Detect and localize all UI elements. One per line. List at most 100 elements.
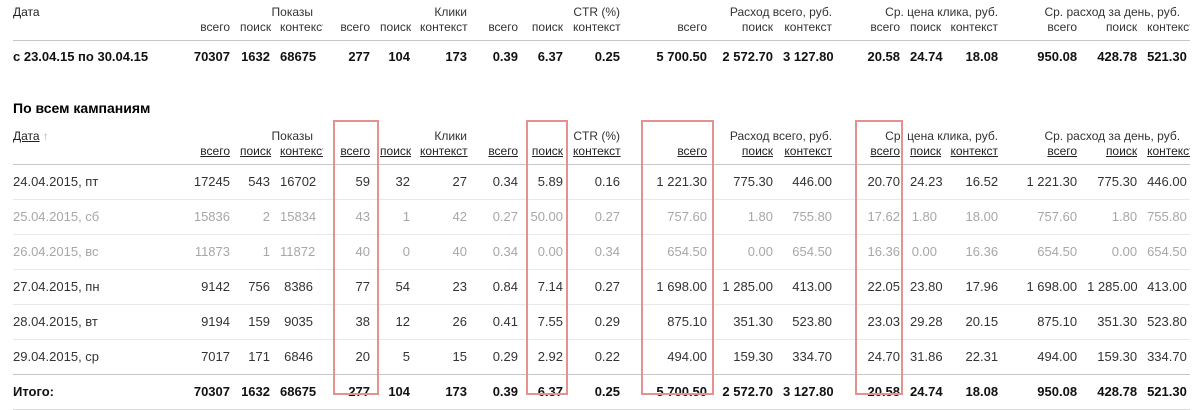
column-header-label: контекст: [950, 20, 999, 34]
value-cell: 29.28: [910, 314, 943, 329]
value-cell: 1.80: [911, 209, 938, 224]
column-header-link[interactable]: поиск: [240, 144, 272, 158]
group-header-avg-daily-cost: Ср. расход за день, руб.: [1044, 129, 1181, 143]
value-cell: 0.16: [594, 174, 621, 189]
value-cell: 1: [402, 209, 411, 224]
value-cell: 0.29: [594, 314, 621, 329]
value-cell: 1 221.30: [656, 174, 708, 189]
column-header-link[interactable]: поиск: [741, 144, 774, 158]
value-cell: 950.08: [1037, 49, 1078, 64]
value-cell: 775.30: [1097, 174, 1138, 189]
value-cell: 543: [248, 174, 270, 189]
value-cell: 2.92: [537, 349, 564, 364]
column-header-link[interactable]: всего: [870, 144, 901, 158]
group-header-ctr: CTR (%): [573, 5, 621, 19]
value-cell: 0.27: [594, 209, 621, 224]
value-cell: 3 127.80: [783, 49, 834, 64]
column-header-label: поиск: [910, 20, 942, 34]
date-sort-header: Дата ↑: [13, 124, 173, 165]
column-header-label: поиск: [531, 20, 564, 34]
value-cell: 23.03: [867, 314, 901, 329]
column-header-link[interactable]: всего: [340, 144, 371, 158]
value-cell: 17245: [193, 174, 230, 189]
value-cell: 875.10: [1037, 314, 1078, 329]
value-cell: 2: [262, 209, 270, 224]
value-cell: 1 221.30: [1026, 174, 1078, 189]
value-cell: 20.58: [867, 384, 901, 399]
column-header-label: контекст: [1147, 20, 1191, 34]
value-cell: 755.80: [1147, 209, 1187, 224]
value-cell: 9035: [284, 314, 314, 329]
value-cell: 32: [395, 174, 411, 189]
value-cell: 0.29: [492, 349, 519, 364]
sort-ascending-icon: ↑: [42, 129, 49, 143]
value-cell: 428.78: [1097, 49, 1138, 64]
column-header-link[interactable]: контекст: [420, 144, 468, 158]
date-cell: 28.04.2015, вт: [13, 314, 98, 329]
value-cell: 0.27: [492, 209, 519, 224]
value-cell: 20: [355, 349, 371, 364]
date-cell: с 23.04.15 по 30.04.15: [13, 49, 149, 64]
column-header-link[interactable]: контекст: [573, 144, 621, 158]
value-cell: 757.60: [667, 209, 708, 224]
value-cell: 521.30: [1147, 49, 1187, 64]
column-header-link[interactable]: контекст: [784, 144, 833, 158]
column-header-link[interactable]: поиск: [380, 144, 412, 158]
value-cell: 24.70: [867, 349, 901, 364]
value-cell: 159: [248, 314, 270, 329]
column-header-link[interactable]: контекст: [280, 144, 324, 158]
value-cell: 15: [452, 349, 468, 364]
value-cell: 24.74: [910, 49, 943, 64]
value-cell: 68675: [280, 384, 317, 399]
value-cell: 11872: [280, 244, 316, 259]
value-cell: 756: [248, 279, 270, 294]
value-cell: 70307: [193, 49, 230, 64]
group-header-ctr: CTR (%): [573, 129, 621, 143]
column-header-link[interactable]: всего: [677, 144, 708, 158]
value-cell: 0.25: [594, 384, 621, 399]
column-header-link[interactable]: контекст: [950, 144, 999, 158]
value-cell: 23.80: [910, 279, 943, 294]
value-cell: 159.30: [733, 349, 774, 364]
value-cell: 104: [388, 49, 411, 64]
column-header-label: контекст: [573, 20, 621, 34]
column-header-link[interactable]: поиск: [531, 144, 564, 158]
value-cell: 1 285.00: [722, 279, 774, 294]
column-header-label: поиск: [741, 20, 774, 34]
value-cell: 43: [355, 209, 371, 224]
column-header-link[interactable]: всего: [488, 144, 519, 158]
column-header-link[interactable]: поиск: [1105, 144, 1138, 158]
table-row: с 23.04.15 по 30.04.15 70307 1632 68675 277 1…: [13, 41, 1190, 75]
value-cell: 6.37: [537, 384, 564, 399]
value-cell: 38: [355, 314, 371, 329]
column-header-label: поиск: [240, 20, 272, 34]
table-row: 27.04.2015, пн 9142 756 8386 77 54 23 0.84 7.14 0…: [13, 269, 1191, 305]
value-cell: 0.39: [492, 384, 519, 399]
summary-table-body: с 23.04.15 по 30.04.15 70307 1632 68675 277 1…: [13, 41, 1190, 75]
date-cell: 25.04.2015, сб: [13, 209, 100, 224]
value-cell: 0.27: [594, 279, 621, 294]
column-header-link[interactable]: всего: [200, 144, 230, 158]
value-cell: 22.05: [867, 279, 901, 294]
value-cell: 16702: [280, 174, 317, 189]
value-cell: 1.80: [747, 209, 774, 224]
value-cell: 875.10: [667, 314, 708, 329]
date-sort-link[interactable]: Дата: [13, 129, 40, 143]
value-cell: 521.30: [1147, 384, 1187, 399]
value-cell: 42: [452, 209, 468, 224]
value-cell: 494.00: [1037, 349, 1078, 364]
value-cell: 2 572.70: [722, 384, 774, 399]
column-header-link[interactable]: контекст: [1147, 144, 1191, 158]
value-cell: 523.80: [792, 314, 833, 329]
value-cell: 70307: [193, 384, 230, 399]
value-cell: 24.74: [910, 384, 943, 399]
summary-table: Дата Показы Клики CTR (%) Расход всего, …: [13, 0, 1191, 75]
value-cell: 27: [452, 174, 468, 189]
column-header-link[interactable]: поиск: [910, 144, 942, 158]
value-cell: 755.80: [792, 209, 833, 224]
column-header-link[interactable]: всего: [1047, 144, 1078, 158]
value-cell: 654.50: [1037, 244, 1078, 259]
value-cell: 5.89: [537, 174, 564, 189]
summary-date-column-header: Дата: [13, 5, 40, 19]
value-cell: 68675: [280, 49, 317, 64]
